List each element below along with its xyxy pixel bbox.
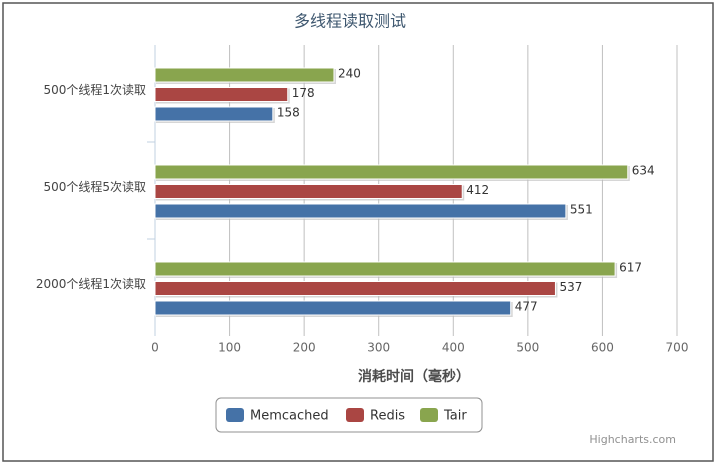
frame [2, 2, 714, 462]
bar [154, 281, 556, 296]
x-tick-label: 500 [516, 341, 539, 355]
legend-swatch[interactable] [420, 408, 438, 422]
data-label: 537 [559, 280, 582, 294]
x-axis-label: 消耗时间（毫秒） [358, 368, 470, 385]
data-label: 634 [632, 164, 655, 178]
data-label: 158 [277, 106, 300, 120]
chart-title: 多线程读取测试 [294, 12, 406, 31]
legend-swatch[interactable] [346, 408, 364, 422]
bar [154, 67, 335, 83]
y-tick-label: 500个线程5次读取 [43, 179, 146, 194]
legend-label[interactable]: Tair [443, 409, 467, 424]
bar [154, 300, 512, 316]
y-tick-label: 2000个线程1次读取 [36, 276, 146, 291]
x-tick-label: 0 [151, 341, 159, 355]
data-label: 477 [515, 300, 538, 314]
data-label: 617 [619, 261, 642, 275]
bar [154, 87, 289, 102]
legend-label[interactable]: Memcached [250, 409, 329, 424]
x-tick-label: 300 [367, 341, 390, 355]
x-tick-label: 700 [666, 341, 689, 355]
legend-swatch[interactable] [226, 408, 244, 422]
bar [154, 164, 629, 180]
bar [154, 184, 463, 199]
credits: Highcharts.com [589, 433, 676, 446]
bar [154, 203, 567, 219]
bar [154, 106, 274, 122]
x-tick-label: 600 [591, 341, 614, 355]
data-label: 551 [570, 203, 593, 217]
bar [154, 261, 616, 277]
data-label: 240 [338, 67, 361, 81]
x-tick-label: 200 [293, 341, 316, 355]
data-label: 412 [466, 183, 489, 197]
legend-label[interactable]: Redis [370, 409, 405, 424]
y-tick-label: 500个线程1次读取 [43, 82, 146, 97]
data-label: 178 [292, 86, 315, 100]
x-tick-label: 100 [218, 341, 241, 355]
x-tick-label: 400 [442, 341, 465, 355]
